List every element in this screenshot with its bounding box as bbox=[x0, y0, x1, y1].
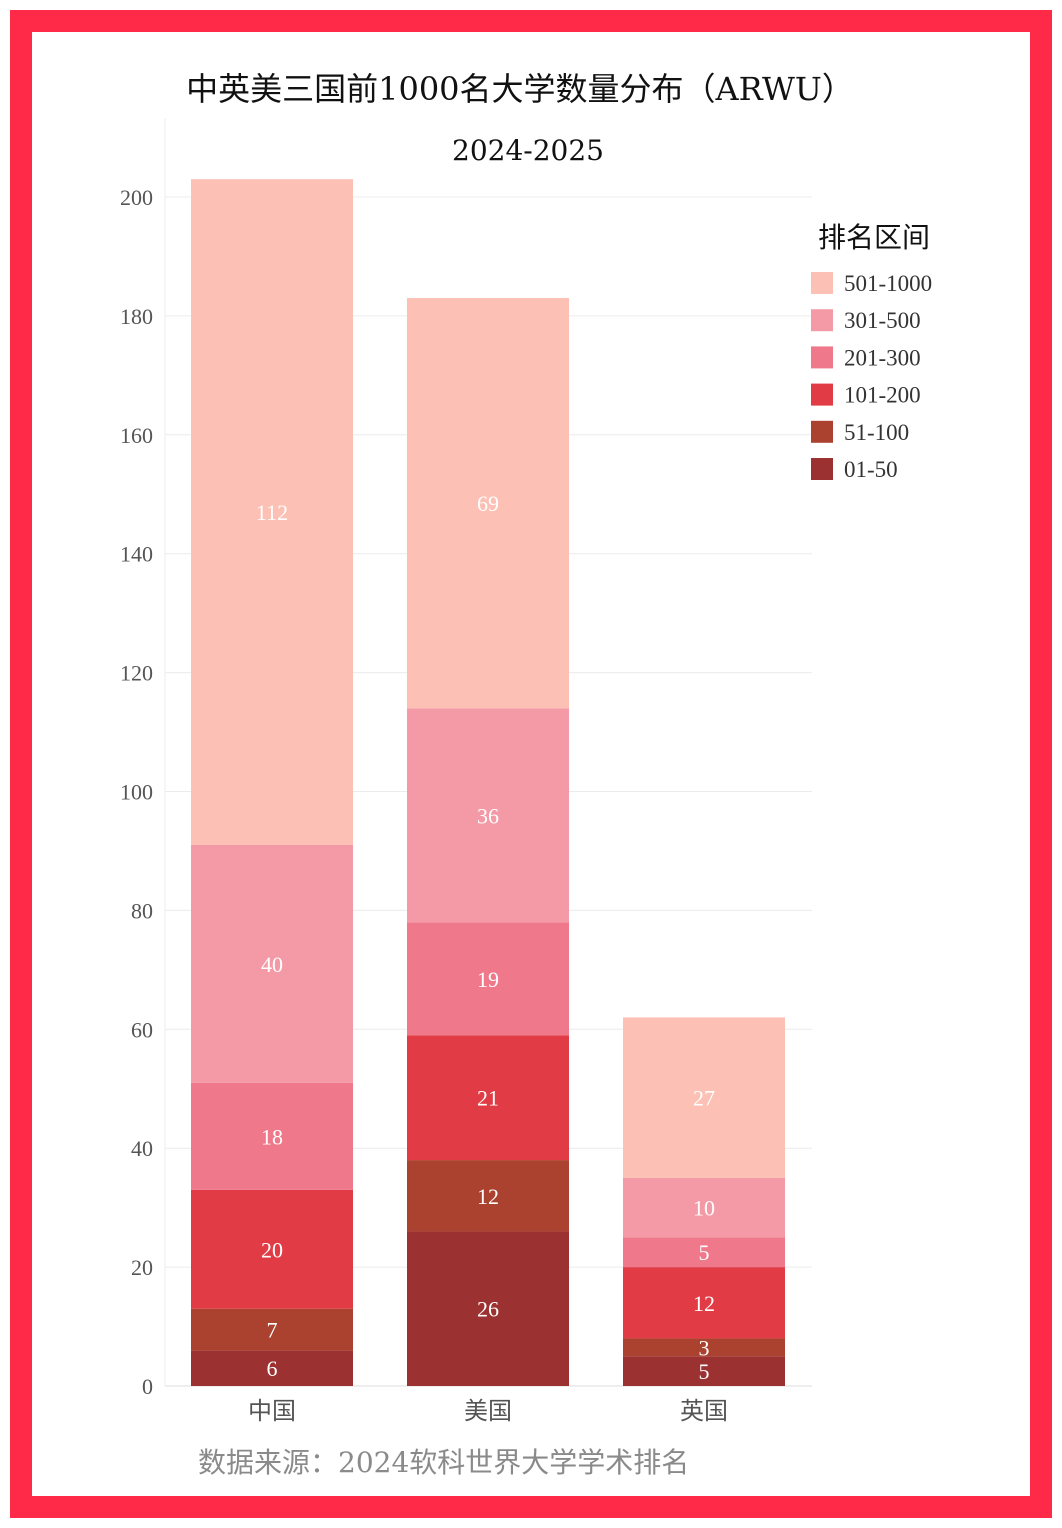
bar-value-label: 12 bbox=[477, 1184, 499, 1209]
legend-swatch bbox=[811, 309, 833, 332]
source-note: 数据来源：2024软科世界大学学术排名 bbox=[198, 1446, 689, 1479]
bar-value-label: 5 bbox=[699, 1359, 710, 1384]
y-axis: 0 20 40 60 80 100 120 140 160 180 200 bbox=[120, 185, 153, 1399]
bar-segment bbox=[407, 922, 569, 1036]
legend-label: 01-50 bbox=[844, 457, 898, 482]
y-tick-label: 160 bbox=[120, 423, 153, 448]
y-tick-label: 180 bbox=[120, 304, 153, 329]
chart-subtitle: 2024-2025 bbox=[452, 134, 604, 167]
bar-segment bbox=[623, 1356, 785, 1386]
bar-value-label: 112 bbox=[256, 500, 288, 525]
bar-value-label: 21 bbox=[477, 1086, 499, 1111]
y-tick-label: 60 bbox=[131, 1017, 153, 1042]
bar-segment bbox=[623, 1267, 785, 1339]
y-tick-label: 100 bbox=[120, 780, 153, 805]
bar-segment bbox=[191, 1082, 353, 1190]
y-tick-label: 20 bbox=[131, 1255, 153, 1280]
x-axis: 中国 美国 英国 bbox=[248, 1397, 728, 1425]
legend-label: 501-1000 bbox=[844, 271, 932, 296]
legend-swatch bbox=[811, 420, 833, 443]
bar-value-label: 19 bbox=[477, 967, 499, 992]
bar-segment bbox=[623, 1177, 785, 1238]
bar-value-label: 7 bbox=[267, 1318, 278, 1343]
legend-label: 101-200 bbox=[844, 383, 921, 408]
legend-label: 201-300 bbox=[844, 345, 921, 370]
y-tick-label: 200 bbox=[120, 185, 153, 210]
bar-value-label: 5 bbox=[699, 1240, 710, 1265]
y-tick-label: 80 bbox=[131, 898, 153, 923]
bar-segment bbox=[623, 1017, 785, 1178]
bar-value-label: 27 bbox=[693, 1086, 715, 1111]
bar-value-label: 69 bbox=[477, 491, 499, 516]
y-tick-label: 0 bbox=[142, 1374, 153, 1399]
legend-title: 排名区间 bbox=[818, 221, 930, 254]
legend-swatch bbox=[811, 458, 833, 480]
bar-value-label: 26 bbox=[477, 1297, 499, 1322]
legend-swatch bbox=[811, 383, 833, 406]
bar-segment bbox=[623, 1237, 785, 1268]
bar-segment bbox=[407, 1035, 569, 1161]
y-tick-label: 40 bbox=[131, 1136, 153, 1161]
chart-title: 中英美三国前1000名大学数量分布（ARWU） bbox=[186, 70, 854, 108]
bar-segment bbox=[407, 708, 569, 923]
y-tick-label: 140 bbox=[120, 542, 153, 567]
bar-segment bbox=[191, 1350, 353, 1386]
legend-swatch bbox=[811, 272, 833, 294]
bar-value-label: 20 bbox=[261, 1237, 283, 1262]
x-tick-label: 中国 bbox=[248, 1397, 296, 1425]
bar-value-label: 12 bbox=[693, 1291, 715, 1316]
legend-label: 301-500 bbox=[844, 308, 921, 333]
legend-swatch bbox=[811, 346, 833, 369]
legend-label: 51-100 bbox=[844, 420, 909, 445]
x-tick-label: 美国 bbox=[464, 1397, 512, 1425]
bar-value-label: 18 bbox=[261, 1124, 283, 1149]
bar-segment bbox=[191, 179, 353, 846]
bar-segment bbox=[191, 845, 353, 1083]
bar-segment bbox=[407, 1231, 569, 1386]
bar-value-label: 36 bbox=[477, 803, 499, 828]
legend: 排名区间 501-1000 301-500 201-300 101-200 51-100… bbox=[811, 221, 932, 482]
bar-value-label: 6 bbox=[267, 1356, 278, 1381]
y-tick-label: 120 bbox=[120, 661, 153, 686]
bar-value-label: 40 bbox=[261, 952, 283, 977]
bar-segment bbox=[623, 1338, 785, 1357]
bar-segment bbox=[407, 1160, 569, 1232]
bar-segment bbox=[407, 298, 569, 709]
bar-value-label: 3 bbox=[699, 1335, 710, 1360]
x-tick-label: 英国 bbox=[680, 1397, 728, 1425]
bar-segment bbox=[191, 1308, 353, 1351]
bar-segment bbox=[191, 1189, 353, 1309]
bar-value-label: 10 bbox=[693, 1196, 715, 1221]
